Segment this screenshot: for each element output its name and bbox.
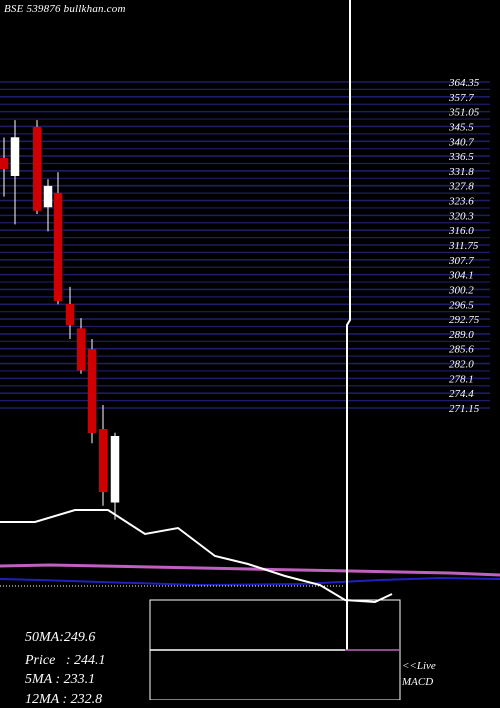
candlesticks xyxy=(0,120,120,520)
axis-tick-label: 282.0 xyxy=(449,359,474,371)
axis-tick-label: 278.1 xyxy=(449,373,474,385)
candle-body xyxy=(65,304,75,326)
candle-body xyxy=(10,137,20,176)
stat-label: 5MA xyxy=(25,672,52,687)
axis-tick-label: 271.15 xyxy=(449,403,480,415)
candle-body xyxy=(32,126,42,211)
stat-5ma: 5MA : 233.1 xyxy=(18,656,95,688)
stat-label: Price xyxy=(25,653,56,668)
ma-line-pink xyxy=(0,563,500,577)
axis-tick-label: 331.8 xyxy=(448,166,474,178)
axis-tick-label: 307.7 xyxy=(448,255,474,267)
stat-separator: : xyxy=(59,630,64,645)
axis-tick-label: 300.2 xyxy=(448,284,474,296)
axis-tick-label: 320.3 xyxy=(448,210,474,222)
axis-tick-label: 336.5 xyxy=(448,151,474,163)
axis-tick-label: 285.6 xyxy=(449,344,474,356)
stat-12ma: 12MA : 232.8 xyxy=(18,676,102,708)
stat-value: 244.1 xyxy=(74,653,106,668)
axis-tick-label: 311.75 xyxy=(448,240,479,252)
axis-tick-label: 357.7 xyxy=(448,92,474,104)
axis-tick-label: 289.0 xyxy=(449,329,474,341)
axis-tick-label: 292.75 xyxy=(449,314,480,326)
axis-tick-label: 364.35 xyxy=(448,77,480,89)
spike-line xyxy=(346,0,351,650)
candle-body xyxy=(53,192,63,302)
axis-tick-label: 304.1 xyxy=(448,270,474,282)
chart-header-title: BSE 539876 bullkhan.com xyxy=(4,3,126,15)
macd-label: MACD xyxy=(402,676,434,688)
stat-price: Price : 244.1 xyxy=(18,637,106,669)
macd-live-label: <<Live xyxy=(402,660,436,672)
candle-body xyxy=(0,158,9,170)
axis-tick-label: 345.5 xyxy=(448,121,474,133)
candle-body xyxy=(87,349,97,434)
stat-separator: : xyxy=(51,672,64,687)
stat-label: 50MA xyxy=(25,630,60,645)
stat-value: 249.6 xyxy=(63,630,96,645)
grid-lines xyxy=(0,81,490,409)
ma-line-blue xyxy=(0,576,500,587)
stat-50ma: 50MA:249.6 xyxy=(18,614,95,646)
axis-tick-label: 327.8 xyxy=(448,181,474,193)
right-axis-labels: 364.35 357.7 351.05 345.5 340.7 336.5 331.8 327… xyxy=(448,77,480,415)
axis-tick-label: 351.05 xyxy=(448,107,480,119)
stat-separator: : xyxy=(55,653,74,668)
axis-tick-label: 340.7 xyxy=(448,136,474,148)
candle-body xyxy=(98,429,108,493)
axis-tick-label: 323.6 xyxy=(448,196,474,208)
candle-body xyxy=(43,185,53,208)
candle-body xyxy=(76,328,86,371)
candle-body xyxy=(110,436,120,503)
axis-tick-label: 316.0 xyxy=(448,225,474,237)
axis-tick-label: 296.5 xyxy=(449,299,474,311)
axis-tick-label: 274.4 xyxy=(449,388,474,400)
stat-value: 233.1 xyxy=(63,672,96,687)
